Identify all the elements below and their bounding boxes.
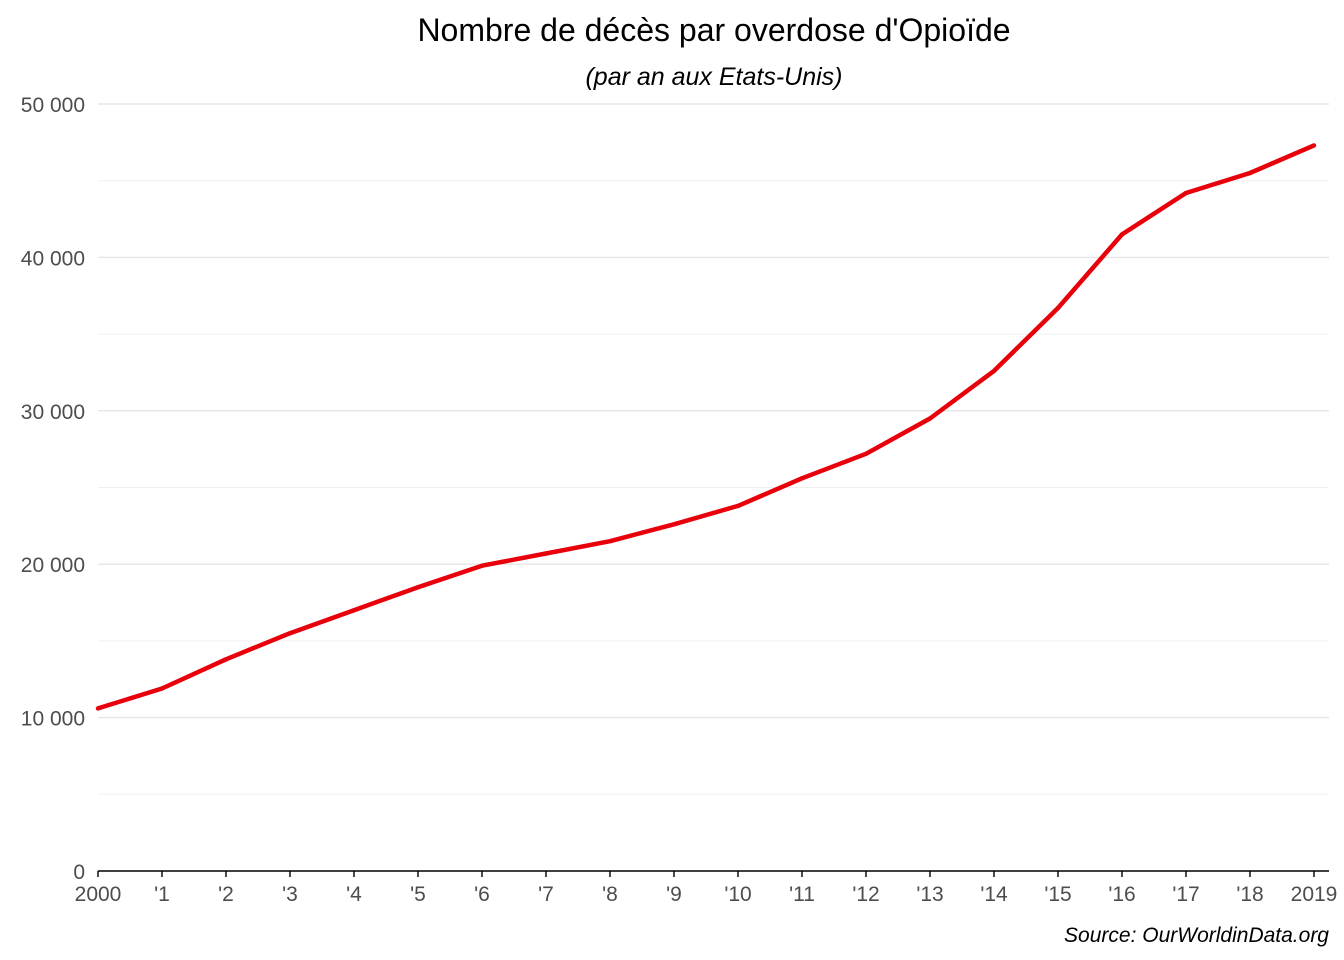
data-point <box>543 551 549 556</box>
x-tick-label: '11 <box>789 883 815 906</box>
x-tick-label: '8 <box>602 883 618 906</box>
x-tick-label: '13 <box>916 883 943 906</box>
series-line <box>97 143 1315 711</box>
series-group <box>95 143 1317 711</box>
x-tick-label: '4 <box>346 883 362 906</box>
y-tick-label: 0 <box>73 861 85 884</box>
y-tick-label: 20 000 <box>21 554 85 577</box>
data-point <box>1183 190 1189 196</box>
data-point <box>735 503 741 509</box>
data-point <box>159 686 165 691</box>
x-tick-label: '1 <box>154 883 170 906</box>
x-tick-label: 2019 <box>1291 883 1338 906</box>
data-point <box>351 608 357 613</box>
y-tick-label: 40 000 <box>21 247 85 270</box>
data-point <box>863 451 869 456</box>
x-tick-label: '18 <box>1236 883 1263 906</box>
data-point <box>415 585 421 590</box>
data-point <box>927 416 933 421</box>
chart-title: Nombre de décès par overdose d'Opioïde <box>417 12 1010 48</box>
x-tick-label: 2000 <box>75 883 122 906</box>
y-tick-label: 30 000 <box>21 401 85 424</box>
data-point <box>479 563 485 568</box>
y-tick-label: 10 000 <box>21 708 85 731</box>
grid <box>98 103 1329 795</box>
x-tick-label: '16 <box>1108 883 1135 906</box>
x-tick-label: '9 <box>666 883 682 906</box>
x-tick-label: '17 <box>1172 883 1199 906</box>
x-axis: 2000 '1 '2 '3 '4 '5 '6 '7 '8 '9 '10 '11 '12 '13 '14 '15… <box>75 871 1338 906</box>
data-point <box>287 631 293 636</box>
data-point <box>1247 170 1253 176</box>
data-point <box>799 476 805 481</box>
x-tick-label: '3 <box>282 883 298 906</box>
data-point <box>95 706 101 711</box>
y-axis: 0 10 000 20 000 30 000 40 000 50 000 <box>21 94 85 884</box>
data-point <box>1311 143 1317 148</box>
data-point <box>607 538 613 544</box>
x-tick-label: '6 <box>474 883 490 906</box>
x-tick-label: '14 <box>980 883 1008 906</box>
data-point <box>1119 232 1125 237</box>
x-tick-label: '5 <box>410 883 426 906</box>
data-point <box>223 657 229 662</box>
x-tick-label: '10 <box>724 883 751 906</box>
data-point <box>671 522 677 527</box>
chart-caption: Source: OurWorldinData.org <box>1064 924 1329 947</box>
x-tick-label: '7 <box>538 883 554 906</box>
chart-subtitle: (par an aux Etats-Unis) <box>585 63 842 91</box>
x-tick-label: '12 <box>852 883 879 906</box>
x-tick-label: '15 <box>1044 883 1071 906</box>
x-tick-label: '2 <box>218 883 234 906</box>
data-point <box>1055 305 1061 311</box>
data-point <box>991 368 997 374</box>
y-tick-label: 50 000 <box>21 94 85 117</box>
